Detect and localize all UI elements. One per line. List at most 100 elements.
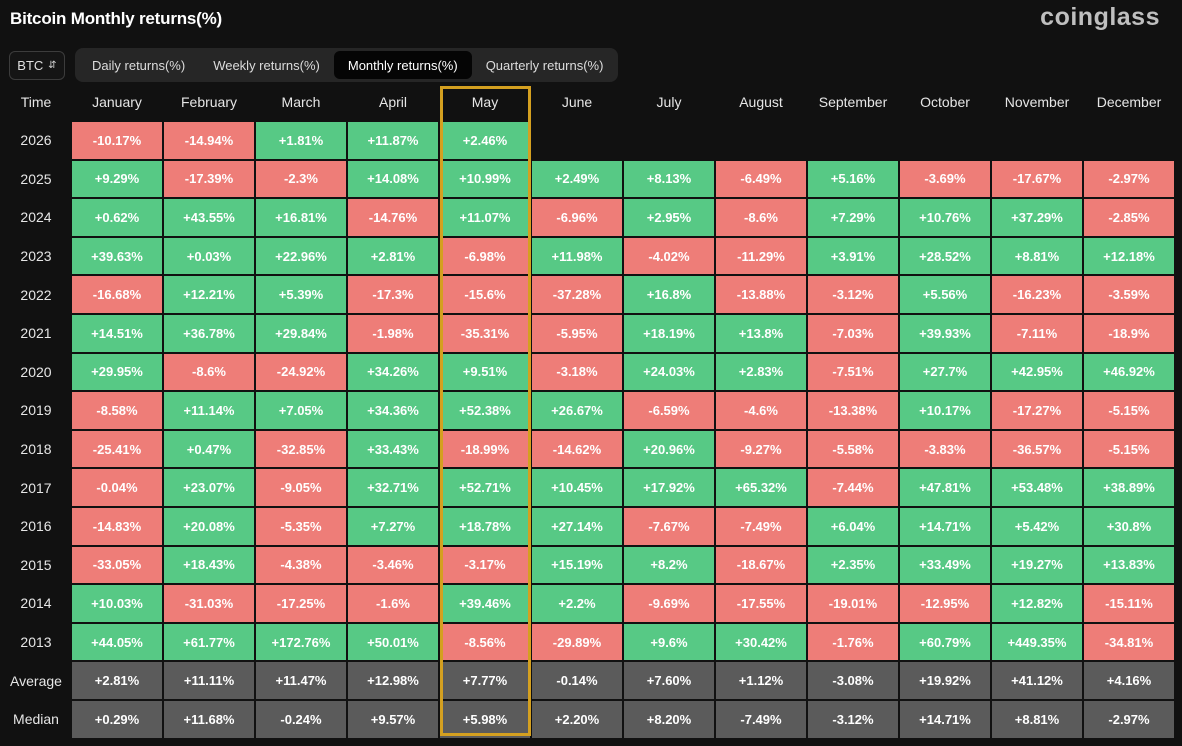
return-cell: -3.69% xyxy=(900,160,990,198)
return-cell: +29.84% xyxy=(256,314,346,352)
return-cell: -17.3% xyxy=(348,276,438,313)
table-row: 2014 +10.03% -31.03% -17.25% -1.6% +39.46% +2.… xyxy=(2,585,1174,622)
return-cell: -6.98% xyxy=(440,237,530,275)
return-cell: +2.95% xyxy=(624,199,714,236)
return-cell: -3.18% xyxy=(532,353,622,391)
return-cell: +28.52% xyxy=(900,237,990,275)
return-cell: -0.14% xyxy=(532,662,622,699)
return-cell: -35.31% xyxy=(440,314,530,352)
return-cell: +27.14% xyxy=(532,507,622,545)
column-header-time: Time xyxy=(20,94,52,110)
return-cell: +2.2% xyxy=(532,585,622,622)
return-cell: -4.6% xyxy=(716,392,806,429)
return-cell: +5.42% xyxy=(992,507,1082,545)
return-cell: +19.92% xyxy=(900,662,990,699)
column-header-october: October xyxy=(920,94,970,110)
return-cell: +0.03% xyxy=(164,237,254,275)
return-cell: -17.39% xyxy=(164,160,254,198)
return-cell: +26.67% xyxy=(532,392,622,429)
row-label: 2026 xyxy=(20,132,52,149)
return-cell: +18.78% xyxy=(440,507,530,545)
return-cell: -16.68% xyxy=(72,276,162,313)
return-cell: +2.81% xyxy=(72,662,162,699)
tab-daily-returns[interactable]: Daily returns(%) xyxy=(92,57,186,73)
return-cell: -3.12% xyxy=(808,700,898,738)
return-cell: +20.96% xyxy=(624,430,714,468)
row-label: 2022 xyxy=(20,286,52,303)
return-cell: -32.85% xyxy=(256,430,346,468)
row-label: 2021 xyxy=(20,325,52,342)
empty-cell xyxy=(532,122,622,159)
return-cell: +8.20% xyxy=(624,700,714,738)
return-cell: +46.92% xyxy=(1084,353,1174,391)
return-cell: -7.49% xyxy=(716,507,806,545)
return-cell: +8.81% xyxy=(992,237,1082,275)
empty-cell xyxy=(716,122,806,159)
column-header-april: April xyxy=(378,94,407,110)
return-cell: +11.47% xyxy=(256,662,346,699)
tab-quarterly-returns[interactable]: Quarterly returns(%) xyxy=(485,57,604,73)
return-cell: +18.43% xyxy=(164,546,254,584)
return-cell: +5.98% xyxy=(440,700,530,738)
stat-row-median: Median +0.29% +11.68% -0.24% +9.57% +5.98% +2.… xyxy=(2,700,1174,738)
return-cell: -8.58% xyxy=(72,392,162,429)
return-cell: -2.3% xyxy=(256,160,346,198)
asset-select[interactable]: BTC ⇵ xyxy=(9,51,65,80)
return-cell: +10.03% xyxy=(72,585,162,622)
return-cell: +10.76% xyxy=(900,199,990,236)
return-cell: -16.23% xyxy=(992,276,1082,313)
table-row: 2026 -10.17% -14.94% +1.81% +11.87% +2.46% xyxy=(2,122,1174,159)
return-cell: +8.2% xyxy=(624,546,714,584)
return-cell: +2.46% xyxy=(440,122,530,159)
return-cell: -17.55% xyxy=(716,585,806,622)
table-row: 2017 -0.04% +23.07% -9.05% +32.71% +52.71% +10… xyxy=(2,469,1174,506)
brand-logo: coinglass xyxy=(1040,3,1160,31)
return-cell: +11.98% xyxy=(532,237,622,275)
tab-monthly-returns[interactable]: Monthly returns(%) xyxy=(333,51,472,79)
return-cell: +1.81% xyxy=(256,122,346,159)
table-row: 2025 +9.29% -17.39% -2.3% +14.08% +10.99% +2.4… xyxy=(2,160,1174,198)
return-cell: -4.38% xyxy=(256,546,346,584)
return-cell: +50.01% xyxy=(348,623,438,661)
return-cell: +16.8% xyxy=(624,276,714,313)
tab-weekly-returns[interactable]: Weekly returns(%) xyxy=(213,57,320,73)
column-header-november: November xyxy=(1004,94,1070,110)
return-cell: +13.8% xyxy=(716,314,806,352)
return-cell: +0.29% xyxy=(72,700,162,738)
return-cell: -37.28% xyxy=(532,276,622,313)
empty-cell xyxy=(808,122,898,159)
return-cell: -3.46% xyxy=(348,546,438,584)
return-cell: +16.81% xyxy=(256,199,346,236)
return-cell: +2.83% xyxy=(716,353,806,391)
return-cell: +5.39% xyxy=(256,276,346,313)
return-cell: -25.41% xyxy=(72,430,162,468)
return-cell: +2.81% xyxy=(348,237,438,275)
return-cell: -3.12% xyxy=(808,276,898,313)
return-cell: +39.93% xyxy=(900,314,990,352)
return-cell: +2.20% xyxy=(532,700,622,738)
return-cell: +11.87% xyxy=(348,122,438,159)
return-cell: +52.71% xyxy=(440,469,530,506)
return-cell: +14.71% xyxy=(900,507,990,545)
empty-cell xyxy=(900,122,990,159)
return-cell: +47.81% xyxy=(900,469,990,506)
return-cell: +39.46% xyxy=(440,585,530,622)
return-cell: -15.11% xyxy=(1084,585,1174,622)
return-cell: +33.49% xyxy=(900,546,990,584)
return-cell: -12.95% xyxy=(900,585,990,622)
return-cell: +9.57% xyxy=(348,700,438,738)
row-label: 2014 xyxy=(20,595,52,612)
return-cell: +11.11% xyxy=(164,662,254,699)
return-cell: -1.76% xyxy=(808,623,898,661)
return-cell: -5.15% xyxy=(1084,430,1174,468)
empty-cell xyxy=(1084,122,1174,159)
return-cell: -3.83% xyxy=(900,430,990,468)
return-cell: +41.12% xyxy=(992,662,1082,699)
table-row: 2013 +44.05% +61.77% +172.76% +50.01% -8.56% -… xyxy=(2,623,1174,661)
row-label: 2020 xyxy=(20,363,52,380)
return-cell: +5.56% xyxy=(900,276,990,313)
table-row: 2016 -14.83% +20.08% -5.35% +7.27% +18.78% +27… xyxy=(2,507,1174,545)
row-label: Median xyxy=(13,711,59,728)
return-cell: -18.67% xyxy=(716,546,806,584)
return-cell: +12.82% xyxy=(992,585,1082,622)
